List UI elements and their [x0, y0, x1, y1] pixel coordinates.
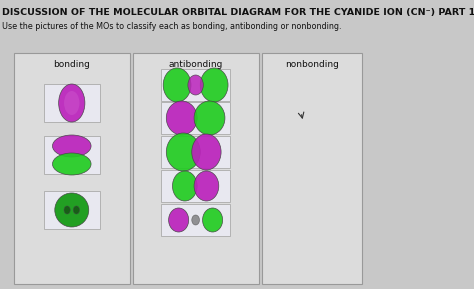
- Ellipse shape: [163, 68, 191, 102]
- Ellipse shape: [53, 135, 91, 157]
- Text: nonbonding: nonbonding: [285, 60, 339, 69]
- Bar: [44, 191, 100, 229]
- Bar: [161, 102, 230, 134]
- Ellipse shape: [55, 193, 89, 227]
- Bar: [161, 136, 230, 168]
- Ellipse shape: [173, 171, 197, 201]
- Ellipse shape: [53, 153, 91, 175]
- Ellipse shape: [59, 84, 85, 122]
- Ellipse shape: [166, 101, 197, 135]
- Ellipse shape: [194, 171, 219, 201]
- Ellipse shape: [166, 133, 200, 171]
- Ellipse shape: [169, 208, 189, 232]
- Bar: [44, 84, 100, 122]
- Bar: [262, 53, 362, 284]
- Ellipse shape: [188, 75, 203, 95]
- Ellipse shape: [64, 91, 80, 115]
- Text: DISCUSSION OF THE MOLECULAR ORBITAL DIAGRAM FOR THE CYANIDE ION (CN⁻) PART 1: DISCUSSION OF THE MOLECULAR ORBITAL DIAG…: [2, 8, 474, 17]
- Ellipse shape: [202, 208, 223, 232]
- Ellipse shape: [192, 134, 221, 170]
- Text: bonding: bonding: [54, 60, 90, 69]
- Bar: [44, 136, 100, 174]
- Text: Use the pictures of the MOs to classify each as bonding, antibonding or nonbondi: Use the pictures of the MOs to classify …: [2, 22, 342, 31]
- Text: antibonding: antibonding: [168, 60, 223, 69]
- Bar: [161, 204, 230, 236]
- Ellipse shape: [200, 68, 228, 102]
- Ellipse shape: [194, 101, 225, 135]
- Bar: [161, 69, 230, 101]
- Bar: [133, 53, 258, 284]
- Bar: [161, 170, 230, 202]
- Ellipse shape: [64, 206, 70, 214]
- Ellipse shape: [192, 215, 200, 225]
- Ellipse shape: [73, 206, 80, 214]
- Bar: [14, 53, 130, 284]
